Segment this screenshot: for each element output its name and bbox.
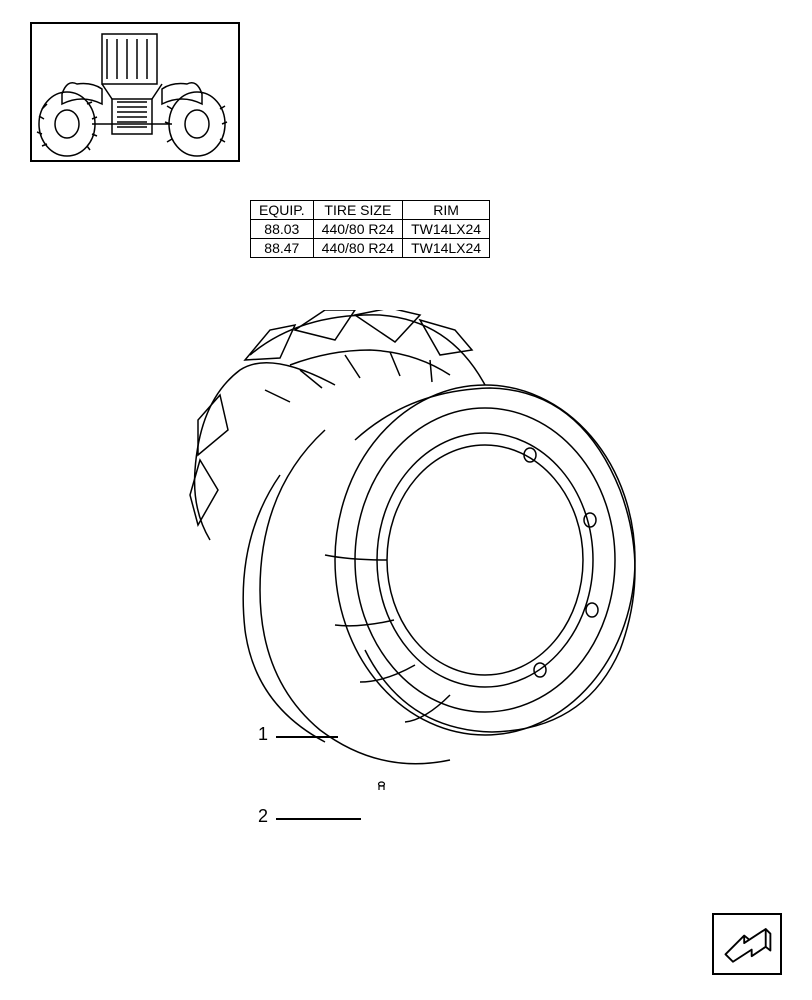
next-page-icon[interactable] bbox=[712, 913, 782, 975]
callout-number: 2 bbox=[258, 806, 268, 826]
callout-1: 1 bbox=[258, 724, 268, 745]
col-tiresize: TIRE SIZE bbox=[313, 201, 402, 220]
table-header-row: EQUIP. TIRE SIZE RIM bbox=[251, 201, 490, 220]
table-row: 88.47 440/80 R24 TW14LX24 bbox=[251, 239, 490, 258]
arrow-icon bbox=[714, 915, 780, 973]
callout-1-line bbox=[276, 736, 338, 738]
callout-number: 1 bbox=[258, 724, 268, 744]
wheel-svg bbox=[150, 310, 670, 790]
callout-2: 2 bbox=[258, 806, 268, 827]
col-rim: RIM bbox=[403, 201, 490, 220]
wheel-rim-diagram bbox=[150, 310, 670, 790]
table-row: 88.03 440/80 R24 TW14LX24 bbox=[251, 220, 490, 239]
spec-table: EQUIP. TIRE SIZE RIM 88.03 440/80 R24 TW… bbox=[250, 200, 490, 258]
col-equip: EQUIP. bbox=[251, 201, 314, 220]
tractor-thumbnail-svg bbox=[32, 24, 242, 164]
callout-2-line bbox=[276, 818, 361, 820]
thumbnail-box bbox=[30, 22, 240, 162]
